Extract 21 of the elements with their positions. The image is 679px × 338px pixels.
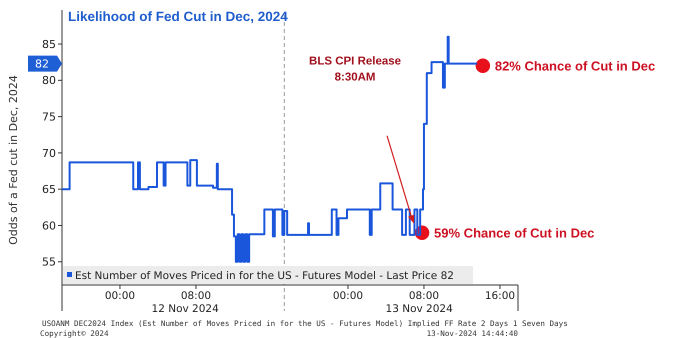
legend-label: Est Number of Moves Priced in for the US - Futures Model - Last Price 82 [75, 270, 454, 282]
y-tick-label: 60 [42, 219, 56, 232]
y-tick-label: 75 [42, 110, 56, 124]
x-tick-label: 16:00 [484, 290, 516, 302]
text: 12 Nov 2024 [152, 303, 220, 315]
y-tick-label: 85 [42, 38, 56, 51]
y-tick-label: 80 [42, 74, 56, 88]
x-tick-label: 00:00 [332, 290, 364, 302]
annotation: 82% Chance of Cut in Dec [494, 58, 656, 74]
x-tick-label: 08:00 [408, 290, 440, 302]
x-tick-label: 08:00 [180, 290, 212, 302]
annotation: 59% Chance of Cut in Dec [434, 225, 594, 240]
x-tick-label: 00:00 [104, 290, 136, 302]
y-tick-label: 65 [42, 183, 56, 196]
annotation: BLS CPI Release 8:30AM [309, 56, 402, 84]
y-tick-label: 55 [42, 256, 56, 269]
y-axis-title: Odds of a Fed cut in Dec, 2024 [7, 75, 20, 245]
y-tick-label: 70 [42, 146, 56, 160]
chart-title: Likelihood of Fed Cut in Dec, 2024 [68, 9, 288, 24]
text: 13 Nov 2024 [386, 303, 454, 315]
text: 82 [35, 57, 49, 70]
